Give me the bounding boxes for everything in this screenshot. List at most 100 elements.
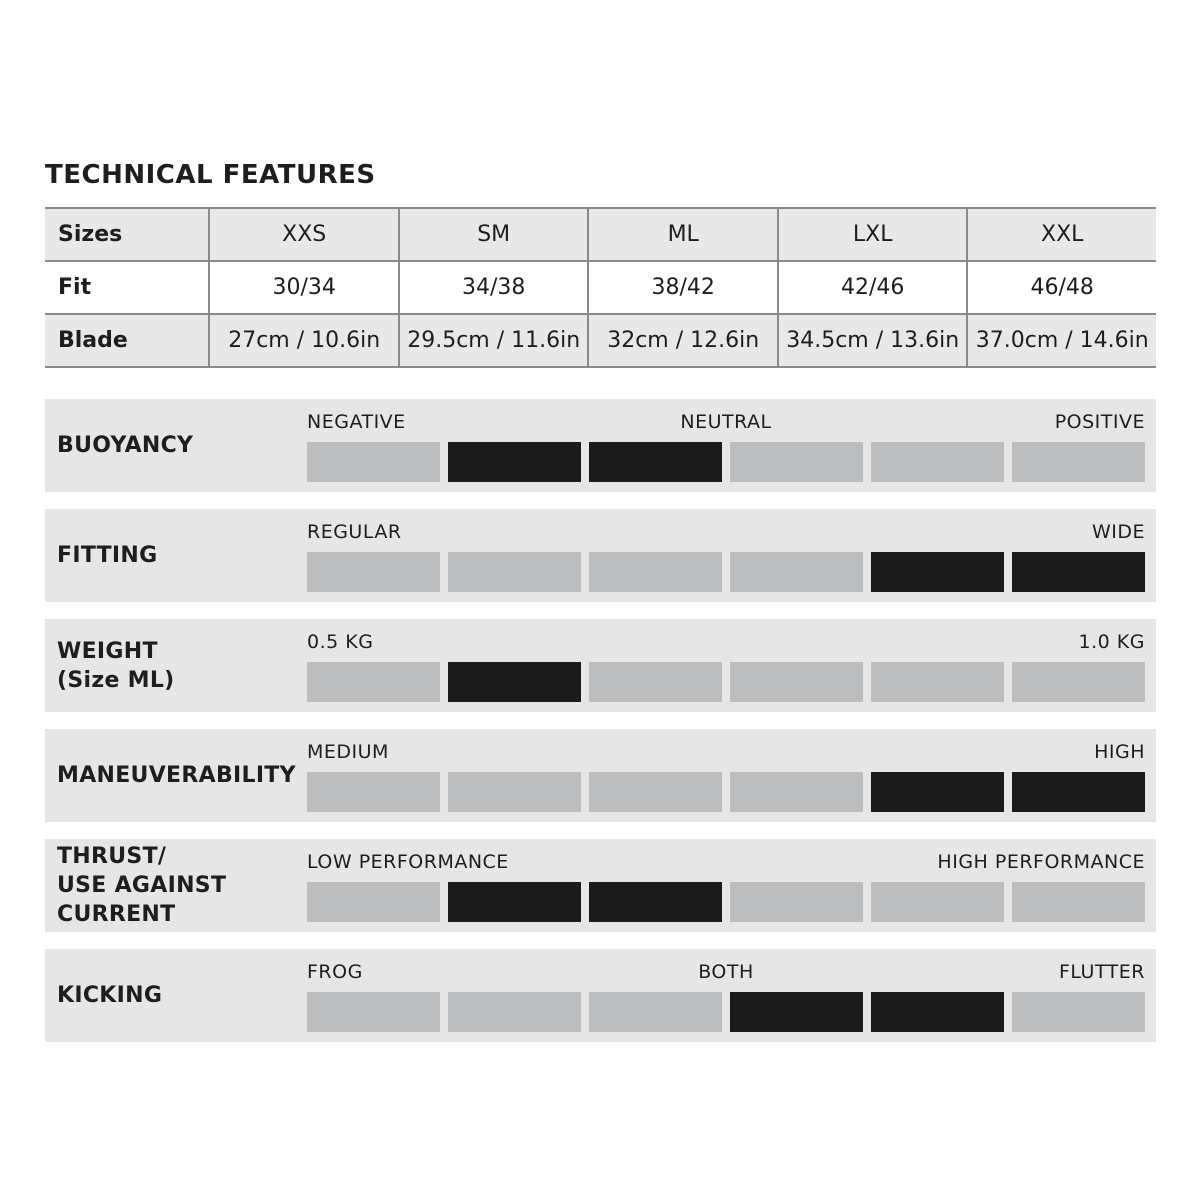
rating-segment-active: [871, 992, 1004, 1032]
rating-label: WEIGHT (Size ML): [57, 619, 175, 712]
rating-segment-inactive: [871, 662, 1004, 702]
rating-segment-active: [448, 442, 581, 482]
rating-bars: [307, 882, 1145, 922]
rating-segment-active: [448, 662, 581, 702]
scale-left-label: LOW PERFORMANCE: [307, 851, 509, 873]
table-cell: 27cm / 10.6in: [208, 313, 400, 368]
table-cell: XXS: [208, 207, 400, 262]
rating-segment-inactive: [589, 552, 722, 592]
rating-label: BUOYANCY: [57, 399, 193, 492]
table-cell: 29.5cm / 11.6in: [397, 313, 590, 368]
rating-segment-inactive: [307, 552, 440, 592]
rating-panel: WEIGHT (Size ML) 0.5 KG 1.0 KG: [45, 619, 1156, 712]
scale-left-label: 0.5 KG: [307, 631, 374, 653]
scale-right-label: FLUTTER: [1058, 961, 1145, 983]
scale-left-label: REGULAR: [307, 521, 402, 543]
rating-segment-inactive: [307, 662, 440, 702]
scale-mid-label: BOTH: [698, 961, 754, 983]
rating-segment-active: [589, 882, 722, 922]
scale-left-label: MEDIUM: [307, 741, 389, 763]
table-cell: 30/34: [208, 260, 400, 315]
scale-right-label: 1.0 KG: [1078, 631, 1145, 653]
rating-segment-active: [448, 882, 581, 922]
scale-left-label: NEGATIVE: [307, 411, 406, 433]
row-header: Fit: [45, 260, 211, 315]
rating-segment-inactive: [730, 442, 863, 482]
table-row: Sizes XXS SM ML LXL XXL: [45, 207, 1156, 262]
rating-segment-inactive: [1012, 442, 1145, 482]
table-cell: 38/42: [587, 260, 779, 315]
scale-labels: REGULAR WIDE: [307, 521, 1145, 545]
rating-bars: [307, 772, 1145, 812]
rating-label-text: WEIGHT (Size ML): [57, 638, 175, 693]
rating-segment-inactive: [730, 552, 863, 592]
rating-panel: KICKING FROG BOTH FLUTTER: [45, 949, 1156, 1042]
table-cell: XXL: [966, 207, 1156, 262]
table-cell: 37.0cm / 14.6in: [966, 313, 1156, 368]
rating-segment-active: [1012, 552, 1145, 592]
rating-panel: THRUST/ USE AGAINST CURRENT LOW PERFORMAN…: [45, 839, 1156, 932]
scale-labels: NEGATIVE NEUTRAL POSITIVE: [307, 411, 1145, 435]
rating-bars: [307, 662, 1145, 702]
table-cell: 42/46: [776, 260, 969, 315]
rating-segment-active: [1012, 772, 1145, 812]
rating-segment-inactive: [307, 442, 440, 482]
scale-mid-label: NEUTRAL: [680, 411, 772, 433]
table-cell: 34/38: [397, 260, 590, 315]
rating-segment-inactive: [448, 992, 581, 1032]
rating-segment-inactive: [871, 882, 1004, 922]
rating-segment-inactive: [307, 992, 440, 1032]
rating-label-text: MANEUVERABILITY: [57, 763, 296, 788]
rating-segment-inactive: [1012, 882, 1145, 922]
row-header: Blade: [45, 313, 211, 368]
rating-segment-inactive: [307, 772, 440, 812]
table-row: Blade 27cm / 10.6in 29.5cm / 11.6in 32cm / …: [45, 313, 1156, 368]
scale-labels: LOW PERFORMANCE HIGH PERFORMANCE: [307, 851, 1145, 875]
scale-right-label: POSITIVE: [1054, 411, 1145, 433]
table-cell: ML: [587, 207, 779, 262]
rating-segment-inactive: [589, 772, 722, 812]
table-cell: 32cm / 12.6in: [587, 313, 779, 368]
rating-panel: MANEUVERABILITY MEDIUM HIGH: [45, 729, 1156, 822]
rating-label: MANEUVERABILITY: [57, 729, 296, 822]
table-cell: LXL: [776, 207, 969, 262]
page-title: TECHNICAL FEATURES: [45, 160, 376, 190]
rating-bars: [307, 442, 1145, 482]
rating-segment-active: [589, 442, 722, 482]
rating-segment-inactive: [448, 772, 581, 812]
rating-panel: BUOYANCY NEGATIVE NEUTRAL POSITIVE: [45, 399, 1156, 492]
table-row: Fit 30/34 34/38 38/42 42/46 46/48: [45, 260, 1156, 315]
rating-segment-active: [871, 772, 1004, 812]
rating-segment-inactive: [1012, 662, 1145, 702]
rating-label-text: FITTING: [57, 543, 158, 568]
rating-segment-inactive: [871, 442, 1004, 482]
rating-label: FITTING: [57, 509, 158, 602]
rating-label: THRUST/ USE AGAINST CURRENT: [57, 839, 226, 932]
rating-segment-inactive: [730, 772, 863, 812]
scale-left-label: FROG: [307, 961, 363, 983]
rating-label-text: BUOYANCY: [57, 433, 194, 458]
rating-bars: [307, 992, 1145, 1032]
scale-right-label: HIGH: [1094, 741, 1145, 763]
rating-label: KICKING: [57, 949, 162, 1042]
rating-label-text: KICKING: [57, 983, 163, 1008]
rating-label-text: THRUST/ USE AGAINST CURRENT: [57, 844, 227, 927]
rating-segment-inactive: [589, 992, 722, 1032]
table-cell: 34.5cm / 13.6in: [776, 313, 969, 368]
rating-bars: [307, 552, 1145, 592]
scale-right-label: HIGH PERFORMANCE: [937, 851, 1145, 873]
row-header: Sizes: [45, 207, 211, 262]
size-table: Sizes XXS SM ML LXL XXL Fit 30/34 34/38 38/42 42/4…: [45, 207, 1156, 368]
scale-right-label: WIDE: [1091, 521, 1145, 543]
rating-segment-inactive: [589, 662, 722, 702]
scale-labels: MEDIUM HIGH: [307, 741, 1145, 765]
rating-segment-inactive: [1012, 992, 1145, 1032]
rating-segment-inactive: [448, 552, 581, 592]
table-cell: SM: [397, 207, 590, 262]
rating-segment-active: [871, 552, 1004, 592]
rating-segment-inactive: [307, 882, 440, 922]
scale-labels: FROG BOTH FLUTTER: [307, 961, 1145, 985]
table-cell: 46/48: [966, 260, 1156, 315]
rating-panel: FITTING REGULAR WIDE: [45, 509, 1156, 602]
rating-segment-inactive: [730, 662, 863, 702]
